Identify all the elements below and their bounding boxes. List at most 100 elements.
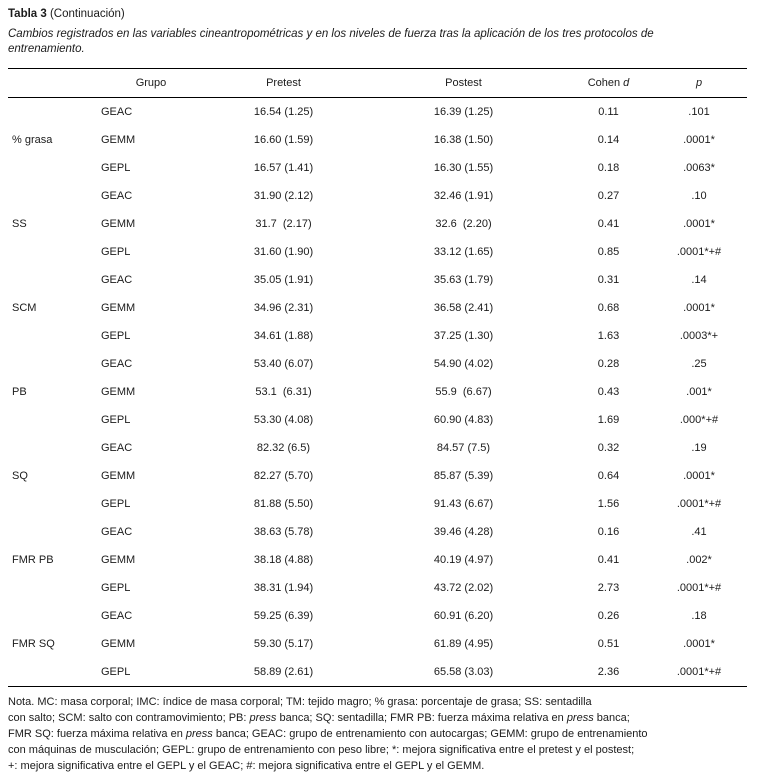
postest-cell: 91.43 (6.67) [433,498,494,510]
cohen-cell: 0.18 [597,162,620,174]
table-row: PB GEAC 53.40 (6.07) 54.90 (4.02) 0.28 .25 [8,350,747,398]
note-text-segment: banca; GEAC: grupo de entrenamiento con … [212,728,648,740]
grupo-cell: GEMM [101,386,136,398]
note-text-segment: Nota. MC: masa corporal; IMC: índice de … [8,696,592,708]
cohen-cell: 1.56 [597,498,620,510]
table-row: GEPL 38.31 (1.94) 43.72 (2.02) 2.73 .0001*+# [8,574,747,602]
grupo-cell: GEPL [101,162,131,174]
postest-cell: 37.25 (1.30) [433,330,494,342]
postest-cell: 60.90 (4.83) [433,414,494,426]
table-note: Nota. MC: masa corporal; IMC: índice de … [8,694,760,774]
postest-cell: 61.89 (4.95) [433,638,494,650]
grupo-cell: GEMM [101,302,136,314]
cohen-cell: 0.27 [597,190,620,202]
postest-cell: 60.91 (6.20) [433,610,494,622]
table-title: Tabla 3 (Continuación) [8,7,758,22]
table-header: Grupo Pretest Postest Cohen d p [8,69,747,98]
table-row: GEMM 53.1 (6.31) 55.9 (6.67) 0.43 .001* [8,378,747,406]
cohen-cell: 0.68 [597,302,620,314]
grupo-cell: GEAC [101,274,133,286]
header-cohen-prefix: Cohen [587,77,624,89]
header-grupo: Grupo [135,77,167,89]
table-row: GEPL 58.89 (2.61) 65.58 (3.03) 2.36 .0001*+# [8,658,747,687]
postest-cell: 84.57 (7.5) [436,442,491,454]
note-line: Nota. MC: masa corporal; IMC: índice de … [8,694,760,710]
p-cell: .002* [686,554,712,566]
table-row: GEMM 82.27 (5.70) 85.87 (5.39) 0.64 .0001* [8,462,747,490]
pretest-cell: 53.30 (4.08) [253,414,314,426]
table-row: GEPL 34.61 (1.88) 37.25 (1.30) 1.63 .0003*+ [8,322,747,350]
p-cell: .0001*+# [676,498,722,510]
grupo-cell: GEPL [101,414,131,426]
table-row: % grasa GEAC 16.54 (1.25) 16.39 (1.25) 0.11.… [8,98,747,146]
p-cell: .0001*+# [676,582,722,594]
variable-label: FMR PB [12,554,54,566]
results-table: Grupo Pretest Postest Cohen d p % grasa G… [8,68,747,687]
postest-cell: 33.12 (1.65) [433,246,494,258]
note-italic-segment: press [249,712,277,724]
note-line: con salto; SCM: salto con contramovimien… [8,710,760,726]
p-cell: .19 [691,442,707,454]
p-cell: .14 [691,274,707,286]
table-row: GEMM 59.30 (5.17) 61.89 (4.95) 0.51 .0001* [8,630,747,658]
cohen-cell: 0.11 [598,106,619,118]
table-row: GEPL 31.60 (1.90) 33.12 (1.65) 0.85 .0001*+# [8,238,747,266]
table-row: FMR SQ GEAC 59.25 (6.39) 60.91 (6.20) 0.26 .1… [8,602,747,650]
postest-cell: 85.87 (5.39) [433,470,494,482]
postest-cell: 40.19 (4.97) [433,554,494,566]
p-cell: .0003*+ [679,330,719,342]
header-pretest: Pretest [266,77,301,89]
pretest-cell: 58.89 (2.61) [253,666,314,678]
table-title-number: Tabla 3 [8,8,47,20]
cohen-cell: 0.31 [597,274,620,286]
note-text-segment: con máquinas de musculación; GEPL: grupo… [8,744,635,756]
pretest-cell: 82.32 (6.5) [256,442,311,454]
header-row: Grupo Pretest Postest Cohen d p [8,69,747,98]
table-row: GEMM 16.60 (1.59) 16.38 (1.50) 0.14 .0001* [8,126,747,154]
header-variable [8,69,96,98]
postest-cell: 16.30 (1.55) [433,162,494,174]
cohen-cell: 1.69 [597,414,620,426]
grupo-cell: GEPL [101,498,131,510]
postest-cell: 65.58 (3.03) [433,666,494,678]
cohen-cell: 0.28 [597,358,620,370]
pretest-cell: 59.30 (5.17) [253,638,314,650]
table-row: GEMM 34.96 (2.31) 36.58 (2.41) 0.68 .0001* [8,294,747,322]
pretest-cell: 59.25 (6.39) [253,610,314,622]
pretest-cell: 38.31 (1.94) [253,582,314,594]
variable-label: % grasa [12,134,53,146]
pretest-cell: 82.27 (5.70) [253,470,314,482]
variable-label: SS [12,218,27,230]
grupo-cell: GEAC [101,106,133,118]
pretest-cell: 34.96 (2.31) [253,302,314,314]
variable-label: SQ [12,470,28,482]
table-row: SS GEAC 31.90 (2.12) 32.46 (1.91) 0.27 .10 [8,182,747,230]
table-row: GEMM 38.18 (4.88) 40.19 (4.97) 0.41 .002* [8,546,747,574]
pretest-cell: 31.7 (2.17) [255,218,312,230]
postest-cell: 32.46 (1.91) [433,190,494,202]
note-italic-segment: press [566,712,594,724]
postest-cell: 39.46 (4.28) [433,526,494,538]
pretest-cell: 53.1 (6.31) [255,386,312,398]
p-cell: .0001* [683,638,715,650]
cohen-cell: 0.64 [597,470,620,482]
p-cell: .000*+# [679,414,719,426]
grupo-cell: GEAC [101,442,133,454]
postest-cell: 43.72 (2.02) [433,582,494,594]
cohen-cell: 0.85 [597,246,620,258]
table-row: SCM GEAC 35.05 (1.91) 35.63 (1.79) 0.31 .14 [8,266,747,314]
pretest-cell: 16.54 (1.25) [253,106,314,118]
table-row: GEPL 81.88 (5.50) 91.43 (6.67) 1.56 .0001*+# [8,490,747,518]
note-text-segment: con salto; SCM: salto con contramovimien… [8,712,250,724]
p-cell: .001* [686,386,712,398]
postest-cell: 36.58 (2.41) [433,302,494,314]
cohen-cell: 0.16 [597,526,620,538]
postest-cell: 16.39 (1.25) [433,106,494,118]
p-cell: .0001* [683,218,715,230]
cohen-cell: 1.63 [597,330,620,342]
postest-cell: 35.63 (1.79) [433,274,494,286]
note-italic-segment: press [185,728,213,740]
note-text-segment: FMR SQ: fuerza máxima relativa en [8,728,186,740]
grupo-cell: GEAC [101,190,133,202]
p-cell: .0001* [683,134,715,146]
